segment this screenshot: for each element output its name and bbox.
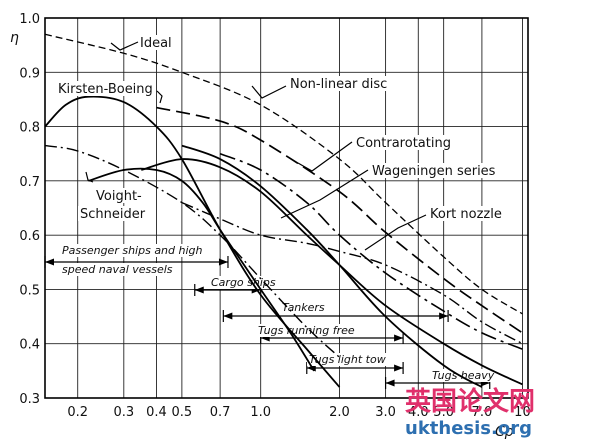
range-label: Tugs heavy [432,369,495,382]
series-labels: Ideal Non-linear disc Kirsten-Boeing Contra… [56,35,504,250]
y-tick-label: 0.8 [19,121,40,136]
series-label: Wageningen series [372,164,496,179]
range-label: Tankers [282,301,325,314]
leader-line [157,91,162,103]
arrow-head-left [386,380,395,387]
series-label: Non-linear disc [290,77,387,92]
x-tick-label: 1.0 [250,405,271,420]
x-tick-label: 0.5 [172,405,193,420]
series-label: Kirsten-Boeing [58,82,153,97]
y-tick-label: 0.7 [19,175,40,190]
arrow-head-right [394,335,403,342]
x-tick-label: 0.4 [146,405,167,420]
y-tick-label: 0.5 [19,283,40,298]
watermark: 英国论文网 ukthesis.org [405,386,535,439]
leader-line [298,142,352,171]
range-label: speed naval vessels [62,263,173,276]
y-tick-label: 0.6 [19,229,40,244]
x-tick-label: 2.0 [329,405,350,420]
arrow-head-left [195,287,204,294]
leader-line [111,42,138,50]
curve-contrarotating [220,154,522,349]
y-tick-label: 1.0 [19,12,40,27]
series-label: Ideal [140,36,172,51]
series-label: Schneider [80,207,146,222]
arrow-head-right [394,365,403,372]
range-label: Passenger ships and high [62,244,203,257]
leader-line [281,170,368,218]
series-label: Contrarotating [356,136,451,151]
y-tick-label: 0.3 [19,392,40,407]
y-tick-label: 0.4 [19,338,40,353]
curve-kort-nozzle [182,203,523,344]
y-tick-label: 0.9 [19,66,40,81]
range-label: Tugs running free [258,324,355,337]
x-tick-label: 0.7 [210,405,231,420]
arrow-head-right [219,259,228,266]
x-tick-label: 3.0 [375,405,396,420]
watermark-url: ukthesis.org [405,418,532,439]
series-label: Kort nozzle [430,207,502,222]
series-label: Voight- [96,189,142,204]
x-tick-label: 0.3 [113,405,134,420]
ship-type-ranges: Passenger ships and high speed naval vess… [45,244,496,389]
leader-line [252,86,286,98]
y-axis-label: η [10,30,19,46]
range-label: Cargo ships [211,276,276,289]
arrow-head-left [223,313,232,320]
x-tick-label: 0.2 [67,405,88,420]
arrow-head-left [45,259,54,266]
watermark-title: 英国论文网 [405,386,535,417]
